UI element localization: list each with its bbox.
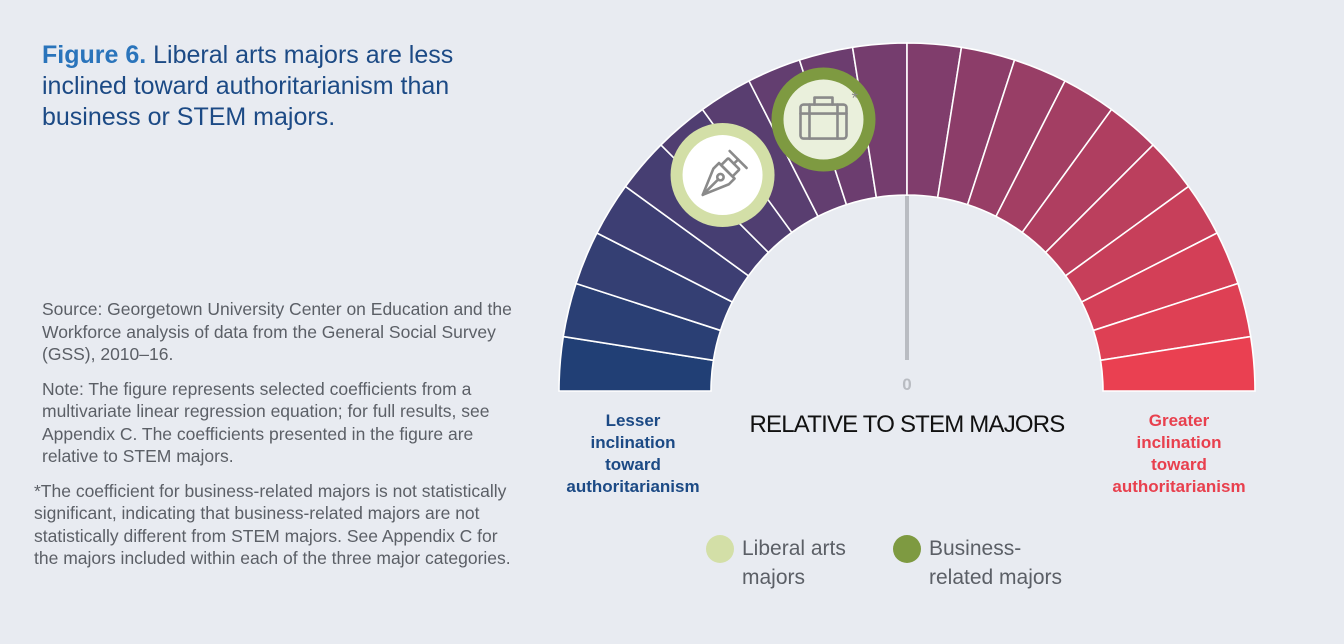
gauge-segment [1099,335,1256,392]
figure-label: Figure 6. [42,41,147,69]
legend-item-liberal-arts: Liberal arts majors [706,534,892,592]
right-end-label: Greater inclination toward authoritarianism [1112,411,1245,496]
legend-label-business: Business-related majors [929,537,1063,589]
liberal-arts-marker [670,123,775,228]
legend-swatch-liberal-arts [706,535,734,563]
business-marker: * [771,67,876,172]
legend-swatch-business [893,535,921,563]
figure-title: Figure 6. Liberal arts majors are less i… [42,40,542,133]
pen-nib-icon [701,149,748,197]
notes-block: Source: Georgetown University Center on … [34,298,522,582]
zero-label: 0 [902,375,911,394]
briefcase-icon [799,96,848,140]
footnote: *The coefficient for business-related ma… [34,480,511,569]
left-end-label: Lesser inclination toward authoritarianism [566,411,699,496]
significance-asterisk: * [851,89,858,108]
figure-title-text: Liberal arts majors are less inclined to… [42,41,454,131]
axis-label: RELATIVE TO STEM MAJORS [750,411,1065,438]
legend-item-business: Business-related majors [893,534,1079,592]
gauge-markers: * [670,67,876,228]
legend-label-liberal-arts: Liberal arts majors [742,537,846,589]
method-note: Note: The figure represents selected coe… [42,378,490,467]
source-note: Source: Georgetown University Center on … [42,299,512,364]
